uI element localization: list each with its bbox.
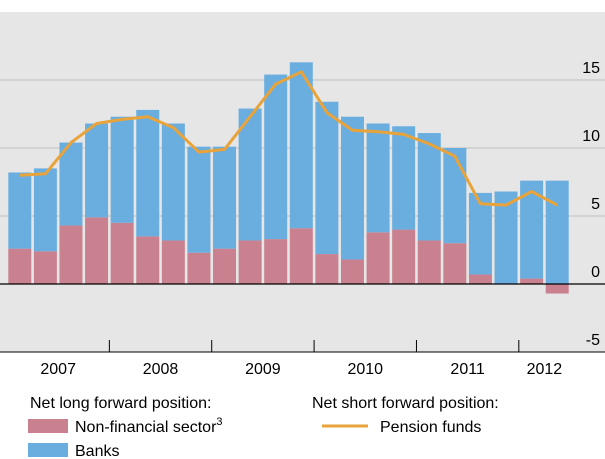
bar <box>443 243 467 284</box>
bar <box>213 248 237 284</box>
bar <box>136 109 160 237</box>
bar <box>213 146 237 249</box>
bar <box>8 172 32 249</box>
bar <box>136 236 160 284</box>
legend-name: Banks <box>75 443 119 459</box>
bar <box>417 240 441 284</box>
x-tick-label: 2008 <box>143 361 179 378</box>
bar <box>264 239 288 284</box>
bar <box>417 133 441 241</box>
bar <box>238 108 262 241</box>
y-tick-label: 0 <box>591 264 600 281</box>
bar <box>340 116 364 260</box>
bar <box>264 74 288 240</box>
bar <box>545 180 569 284</box>
bar <box>392 229 416 284</box>
bar <box>187 146 211 253</box>
bar <box>520 180 544 279</box>
y-tick-label: 10 <box>582 128 600 145</box>
y-tick-label: 5 <box>591 196 600 213</box>
bar <box>289 228 313 284</box>
y-tick-label: -5 <box>586 332 600 349</box>
legend-name: Non-financial sector <box>75 419 217 436</box>
legend-name: Pension funds <box>380 419 481 436</box>
legend-group-title: Net long forward position: <box>30 395 211 412</box>
bar <box>468 274 492 284</box>
legend-label: Pension funds <box>380 419 481 436</box>
bar <box>443 148 467 244</box>
bar <box>110 222 134 284</box>
bar <box>33 168 57 252</box>
bar <box>340 259 364 284</box>
x-tick-label: 2012 <box>527 361 563 378</box>
bar <box>315 254 339 284</box>
legend-swatch <box>28 443 68 457</box>
bar <box>545 284 569 294</box>
x-tick-label: 2010 <box>347 361 383 378</box>
legend-label: Non-financial sector3 <box>75 416 223 436</box>
bar <box>520 278 544 284</box>
bar <box>187 252 211 284</box>
bar <box>59 142 83 226</box>
legend-group-title: Net short forward position: <box>312 395 499 412</box>
bar <box>85 217 109 284</box>
legend-label: Banks <box>75 443 119 459</box>
legend-note: 3 <box>216 416 222 428</box>
y-tick-label: 15 <box>582 60 600 77</box>
line <box>19 70 558 207</box>
bar <box>366 232 390 284</box>
bar <box>289 62 313 229</box>
bar <box>494 191 518 284</box>
bar <box>33 251 57 284</box>
x-tick-label: 2011 <box>450 361 485 378</box>
bar <box>315 101 339 255</box>
x-tick-label: 2009 <box>245 361 281 378</box>
bar <box>161 240 185 284</box>
bar <box>110 116 134 223</box>
x-tick-label: 2007 <box>40 361 76 378</box>
bar <box>392 126 416 230</box>
bar <box>366 123 390 233</box>
bar <box>468 192 492 275</box>
bar <box>161 123 185 241</box>
bar <box>238 240 262 284</box>
bar <box>59 225 83 284</box>
bar <box>85 123 109 218</box>
bar <box>8 248 32 284</box>
legend-swatch <box>28 419 68 433</box>
